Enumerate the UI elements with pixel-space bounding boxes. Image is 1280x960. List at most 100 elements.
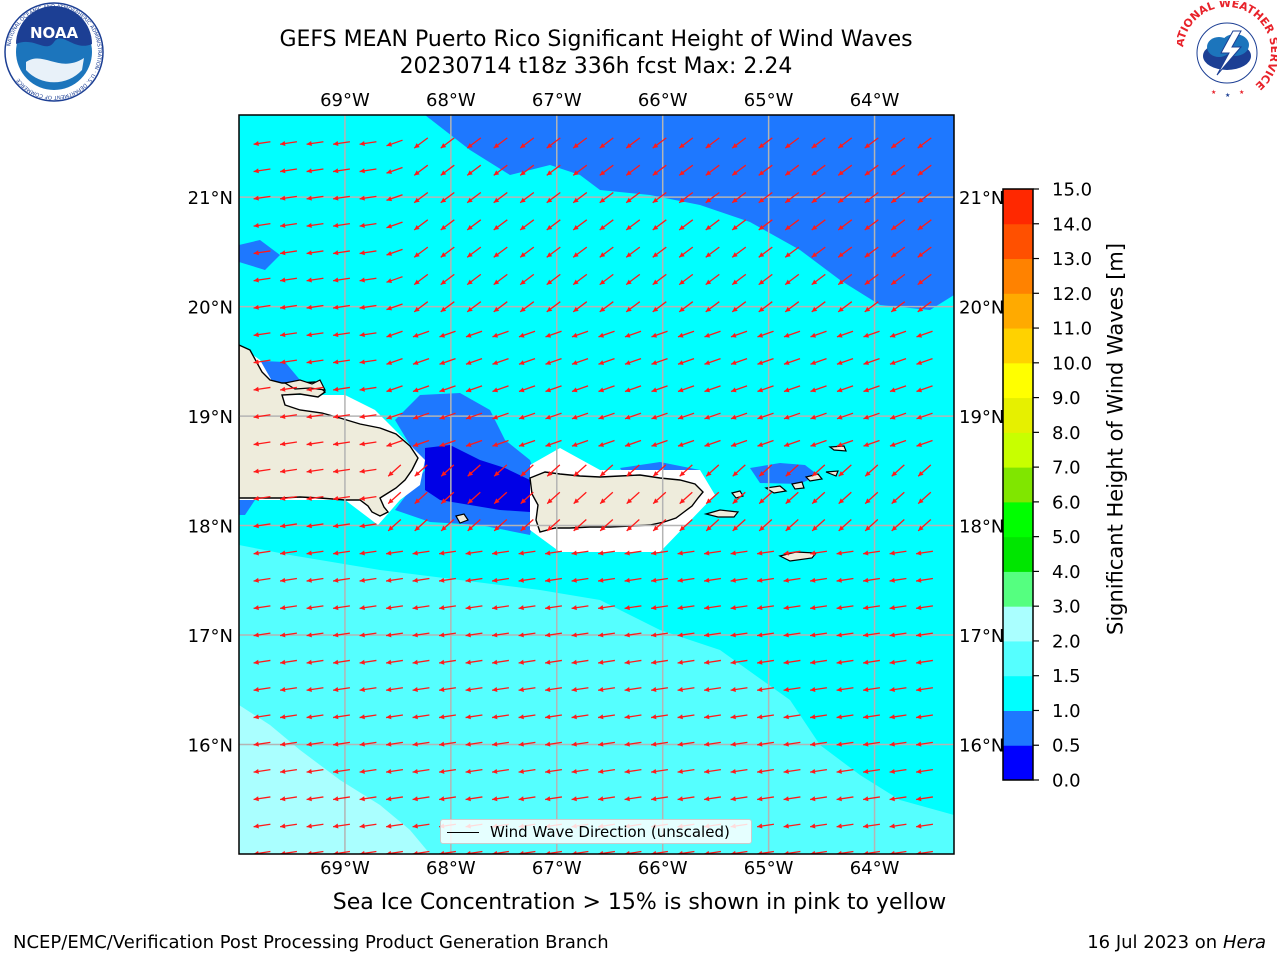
wave-arrow (756, 632, 775, 638)
wave-arrow (359, 659, 377, 665)
wave-arrow (890, 137, 906, 149)
wave-arrow (915, 687, 934, 692)
wave-arrow (387, 491, 402, 505)
wave-arrow (652, 491, 667, 505)
wave-arrow (650, 550, 669, 556)
wave-arrow (467, 491, 481, 505)
wave-arrow (306, 523, 324, 529)
wave-arrow (414, 491, 428, 505)
wave-arrow (253, 168, 271, 174)
wave-arrow (571, 687, 589, 692)
noaa-logo-icon: NOAA NATIONAL OCEANIC AND ATMOSPHERIC AD… (4, 2, 104, 102)
wave-arrow (279, 359, 298, 365)
wave-arrow (836, 714, 854, 720)
wave-arrow (545, 357, 562, 365)
wave-arrow (518, 550, 536, 556)
wave-arrow (412, 796, 430, 802)
wave-arrow (306, 141, 324, 146)
colorbar-tick-label: 15.0 (1052, 180, 1092, 201)
wave-arrow (889, 550, 907, 556)
wave-arrow (492, 330, 509, 338)
lat-label-left: 20°N (188, 298, 233, 319)
wave-arrow (916, 439, 933, 447)
wave-arrow (758, 519, 773, 532)
wave-arrow (624, 412, 642, 420)
wave-arrow (891, 491, 905, 505)
wave-arrow (625, 191, 641, 204)
wave-arrow (440, 246, 455, 258)
wave-arrow (306, 468, 324, 474)
wave-arrow (624, 330, 642, 338)
wave-arrow (598, 412, 615, 420)
colorbar-tick-label: 2.0 (1052, 631, 1081, 652)
wave-arrow (413, 301, 429, 313)
wave-arrow (862, 823, 881, 829)
wave-arrow (413, 137, 429, 149)
wave-arrow (493, 464, 508, 477)
wave-arrow (440, 164, 455, 176)
wave-arrow (279, 332, 298, 338)
wave-arrow (705, 164, 720, 176)
colorbar-tick-label: 7.0 (1052, 458, 1081, 479)
wave-arrow (731, 273, 747, 286)
colorbar-segment (1003, 258, 1033, 294)
wave-arrow (332, 332, 351, 338)
wave-arrow (651, 385, 668, 393)
wave-arrow (385, 714, 404, 720)
wave-arrow (889, 412, 907, 420)
wave-arrow (915, 823, 934, 829)
wave-arrow (253, 195, 271, 201)
wave-arrow (809, 687, 828, 692)
wave-arrow (703, 605, 722, 611)
wave-arrow (253, 796, 271, 802)
wave-arrow (253, 495, 271, 501)
wave-arrow (652, 273, 667, 286)
wave-arrow (732, 464, 746, 477)
wave-arrow (571, 659, 589, 665)
wave-arrow (332, 414, 351, 419)
wave-arrow (756, 659, 775, 665)
wave-arrow (253, 768, 271, 774)
wave-arrow (438, 796, 457, 802)
wave-arrow (784, 164, 800, 176)
wave-arrow (306, 277, 324, 283)
wave-arrow (438, 659, 457, 665)
wave-arrow (625, 219, 641, 231)
map-legend: Wind Wave Direction (unscaled) (440, 819, 752, 844)
wave-arrow (678, 164, 694, 176)
footer-branch: NCEP/EMC/Verification Post Processing Pr… (13, 932, 609, 953)
wave-arrow (413, 246, 429, 258)
wave-arrow (756, 714, 775, 720)
wave-arrow (597, 659, 616, 665)
wave-arrow (544, 741, 563, 747)
wave-arrow (253, 386, 271, 392)
wave-arrow (678, 219, 694, 231)
wave-arrow (626, 491, 640, 505)
wave-arrow (785, 491, 799, 505)
wave-arrow (836, 796, 854, 802)
wave-arrow (784, 219, 800, 231)
wave-arrow (704, 357, 721, 365)
wave-arrow (306, 659, 324, 665)
lat-label-right: 19°N (959, 407, 1004, 428)
wave-arrow (465, 768, 483, 774)
wave-arrow (836, 577, 854, 583)
wave-arrow (332, 796, 351, 802)
wave-arrow (385, 577, 404, 583)
wave-arrow (705, 219, 720, 231)
wave-arrow (253, 577, 271, 583)
lat-label-left: 16°N (188, 736, 233, 757)
wave-arrow (889, 385, 907, 393)
map-gridlines (239, 115, 954, 854)
wave-arrow (650, 796, 669, 802)
wave-arrow (730, 605, 748, 611)
wave-arrow (253, 823, 271, 829)
wave-arrow (253, 468, 271, 474)
wave-arrow (571, 412, 589, 420)
wave-arrow (889, 741, 907, 747)
wave-arrow (652, 519, 667, 532)
colorbar-tick-label: 3.0 (1052, 597, 1081, 618)
wave-arrow (889, 768, 907, 774)
wave-arrow (306, 632, 324, 638)
